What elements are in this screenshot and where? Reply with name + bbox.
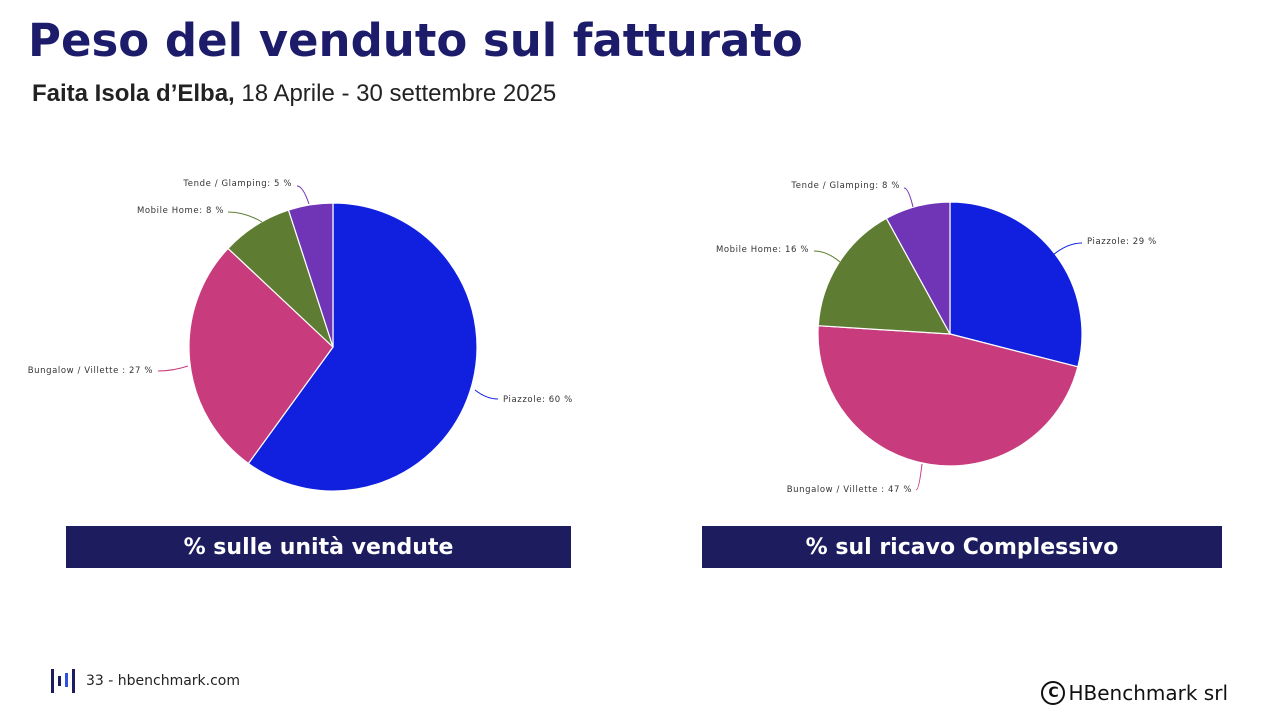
pie-slice-bungalow-villette bbox=[188, 247, 334, 465]
copyright-icon: C bbox=[1041, 681, 1066, 705]
pie-slice-mobile-home bbox=[817, 217, 952, 335]
subtitle-location: Faita Isola d’Elba, bbox=[32, 80, 235, 107]
page-subtitle: Faita Isola d’Elba, 18 Aprile - 30 sette… bbox=[32, 80, 556, 108]
hbenchmark-logo-icon bbox=[51, 669, 75, 693]
pie-slice-piazzole bbox=[949, 201, 1083, 368]
footer-page-info: 33 - hbenchmark.com bbox=[50, 668, 240, 694]
leader-line-piazzole bbox=[1052, 242, 1083, 256]
data-label-tende-glamping: Tende / Glamping: 5 % bbox=[182, 179, 292, 189]
data-label-piazzole: Piazzole: 29 % bbox=[1087, 237, 1157, 247]
data-label-piazzole: Piazzole: 60 % bbox=[503, 395, 573, 405]
data-label-mobile-home: Mobile Home: 16 % bbox=[716, 245, 809, 255]
data-label-bungalow-villette: Bungalow / Villette : 47 % bbox=[787, 485, 912, 495]
footer-page-number: 33 - hbenchmark.com bbox=[86, 673, 241, 689]
pie-chart-total-revenue: Piazzole: 29 % Bungalow / Villette : 47 %… bbox=[716, 181, 1157, 495]
leader-line-tende-glamping bbox=[296, 185, 310, 205]
leader-line-bungalow-villette bbox=[915, 463, 923, 491]
caption-units-sold: % sulle unità vendute bbox=[66, 526, 571, 568]
data-label-tende-glamping: Tende / Glamping: 8 % bbox=[790, 181, 900, 191]
leader-line-mobile-home bbox=[813, 250, 841, 263]
leader-line-tende-glamping bbox=[903, 187, 914, 208]
pie-slice-tende-glamping bbox=[885, 201, 951, 335]
leader-line-piazzole bbox=[474, 389, 499, 400]
footer-copyright: C HBenchmark srl bbox=[1041, 681, 1228, 705]
data-label-bungalow-villette: Bungalow / Villette : 27 % bbox=[28, 366, 153, 376]
leader-line-mobile-home bbox=[227, 211, 263, 223]
page-title: Peso del venduto sul fatturato bbox=[28, 14, 803, 67]
footer-company: HBenchmark srl bbox=[1068, 681, 1228, 705]
pie-slice-tende-glamping bbox=[287, 202, 334, 348]
data-label-mobile-home: Mobile Home: 8 % bbox=[137, 206, 224, 216]
pie-slice-piazzole bbox=[247, 202, 478, 492]
pie-slice-bungalow-villette bbox=[817, 325, 1079, 467]
caption-total-revenue: % sul ricavo Complessivo bbox=[702, 526, 1222, 568]
subtitle-period: 18 Aprile - 30 settembre 2025 bbox=[234, 80, 557, 107]
leader-line-bungalow-villette bbox=[157, 365, 189, 372]
pie-chart-units-sold: Piazzole: 60 % Bungalow / Villette : 27 %… bbox=[28, 179, 573, 492]
